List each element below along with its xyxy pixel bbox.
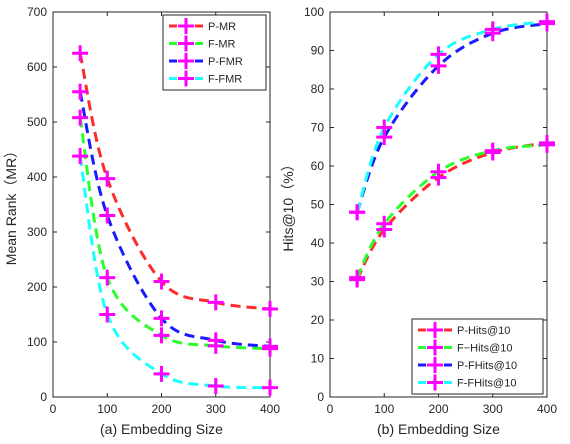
data-point-s2-2 bbox=[376, 215, 393, 232]
data-point-s4-1 bbox=[72, 148, 89, 165]
legend-marker bbox=[427, 322, 443, 338]
data-point-s4-3 bbox=[430, 46, 447, 63]
x-tick-label: 200 bbox=[151, 402, 171, 416]
data-point-s1-5 bbox=[262, 301, 278, 317]
y-tick-label: 10 bbox=[311, 352, 325, 366]
y-tick-label: 40 bbox=[311, 236, 325, 250]
legend-item-2: F-MR bbox=[169, 35, 236, 52]
series-line-1 bbox=[78, 52, 271, 311]
y-tick-label: 30 bbox=[311, 275, 325, 289]
legend-label: F-FMR bbox=[208, 74, 242, 86]
x-tick-label: 0 bbox=[327, 402, 334, 416]
x-tick-label: 300 bbox=[206, 402, 226, 416]
data-point-s1-1 bbox=[72, 45, 89, 62]
data-point-s1-2 bbox=[99, 170, 116, 187]
legend: P-MR F-MR P-FMR F-FMR bbox=[162, 14, 267, 91]
data-point-s4-2 bbox=[99, 306, 116, 323]
data-point-s3-3 bbox=[153, 310, 170, 327]
legend-item-3: P-FHits@10 bbox=[418, 357, 517, 373]
legend-label: P-MR bbox=[208, 21, 236, 33]
legend-label: F-FHits@10 bbox=[457, 378, 516, 390]
data-point-s2-4 bbox=[484, 142, 501, 159]
y-tick-label: 200 bbox=[27, 280, 47, 294]
series-line-4 bbox=[78, 155, 271, 390]
data-point-s4-1 bbox=[349, 204, 366, 221]
y-tick-label: 60 bbox=[311, 159, 325, 173]
legend-marker bbox=[427, 374, 443, 391]
data-point-s4-3 bbox=[153, 365, 170, 382]
data-point-s4-4 bbox=[207, 378, 224, 394]
y-tick-label: 500 bbox=[27, 115, 47, 129]
x-tick-label: 100 bbox=[97, 402, 117, 416]
y-axis-label: Hits@10（%） bbox=[280, 157, 296, 251]
data-point-s2-3 bbox=[430, 163, 447, 180]
legend-marker bbox=[178, 18, 194, 34]
data-point-s3-1 bbox=[72, 83, 89, 100]
series-line-4 bbox=[355, 20, 548, 213]
legend-marker bbox=[178, 35, 194, 52]
data-point-s4-4 bbox=[484, 21, 501, 38]
y-tick-label: 100 bbox=[304, 5, 324, 19]
x-tick-label: 300 bbox=[483, 402, 503, 416]
y-tick-label: 90 bbox=[311, 44, 325, 58]
x-axis-label: (b) Embedding Size bbox=[377, 421, 500, 437]
legend-label: P-FHits@10 bbox=[457, 360, 517, 372]
y-tick-label: 300 bbox=[27, 225, 47, 239]
data-point-s4-5 bbox=[262, 379, 278, 396]
series-line-3 bbox=[78, 91, 271, 348]
data-point-s3-4 bbox=[207, 332, 224, 349]
legend-label: P-FMR bbox=[208, 56, 243, 68]
data-point-s1-4 bbox=[207, 294, 224, 311]
y-tick-label: 100 bbox=[27, 335, 47, 349]
y-tick-label: 70 bbox=[311, 121, 325, 135]
y-tick-label: 20 bbox=[311, 313, 325, 327]
data-point-s2-1 bbox=[72, 109, 89, 126]
y-tick-label: 0 bbox=[317, 390, 324, 404]
legend-item-1: P-MR bbox=[169, 18, 236, 34]
data-point-s3-2 bbox=[99, 207, 116, 224]
legend-item-1: P-Hits@10 bbox=[418, 322, 510, 338]
y-tick-label: 0 bbox=[40, 390, 47, 404]
data-point-s2-3 bbox=[153, 327, 170, 344]
legend-marker bbox=[178, 53, 194, 69]
legend-item-4: F-FHits@10 bbox=[418, 374, 516, 391]
x-tick-label: 400 bbox=[537, 402, 557, 416]
x-tick-label: 400 bbox=[260, 402, 280, 416]
data-point-s4-2 bbox=[376, 119, 393, 136]
data-point-s2-1 bbox=[349, 269, 366, 286]
data-point-s2-2 bbox=[99, 269, 116, 286]
y-tick-label: 600 bbox=[27, 60, 47, 74]
data-point-s2-5 bbox=[539, 136, 555, 153]
y-tick-label: 700 bbox=[27, 5, 47, 19]
series-line-2 bbox=[78, 117, 271, 351]
x-axis-label: (a) Embedding Size bbox=[100, 421, 223, 437]
x-tick-label: 0 bbox=[50, 402, 57, 416]
legend-label: F-MR bbox=[208, 39, 236, 51]
legend-marker bbox=[427, 339, 443, 356]
legend-item-3: P-FMR bbox=[169, 53, 243, 69]
y-axis-label: Mean Rank（MR） bbox=[3, 144, 19, 265]
y-tick-label: 50 bbox=[311, 198, 325, 212]
legend-label: P-Hits@10 bbox=[457, 325, 510, 337]
legend: P-Hits@10 F−Hits@10 P-FHits@10 F-FHits@10 bbox=[411, 318, 544, 395]
chart-panel-a: 0 100 200 300 400 0 100 200 300 400 500 600 700 (a) E… bbox=[3, 5, 280, 437]
legend-item-4: F-FMR bbox=[169, 70, 242, 87]
x-tick-label: 200 bbox=[428, 402, 448, 416]
x-tick-label: 100 bbox=[374, 402, 394, 416]
data-point-s3-5 bbox=[262, 338, 278, 355]
data-point-s1-3 bbox=[153, 273, 170, 290]
legend-marker bbox=[427, 357, 443, 373]
y-tick-label: 400 bbox=[27, 170, 47, 184]
legend-marker bbox=[178, 70, 194, 87]
chart-panel-b: 0 100 200 300 400 0 10 20 30 40 50 60 70 80 90 100 (b) E… bbox=[280, 5, 557, 437]
data-point-s4-5 bbox=[539, 13, 555, 30]
legend-item-2: F−Hits@10 bbox=[418, 339, 513, 356]
y-tick-label: 80 bbox=[311, 82, 325, 96]
legend-label: F−Hits@10 bbox=[457, 343, 513, 355]
